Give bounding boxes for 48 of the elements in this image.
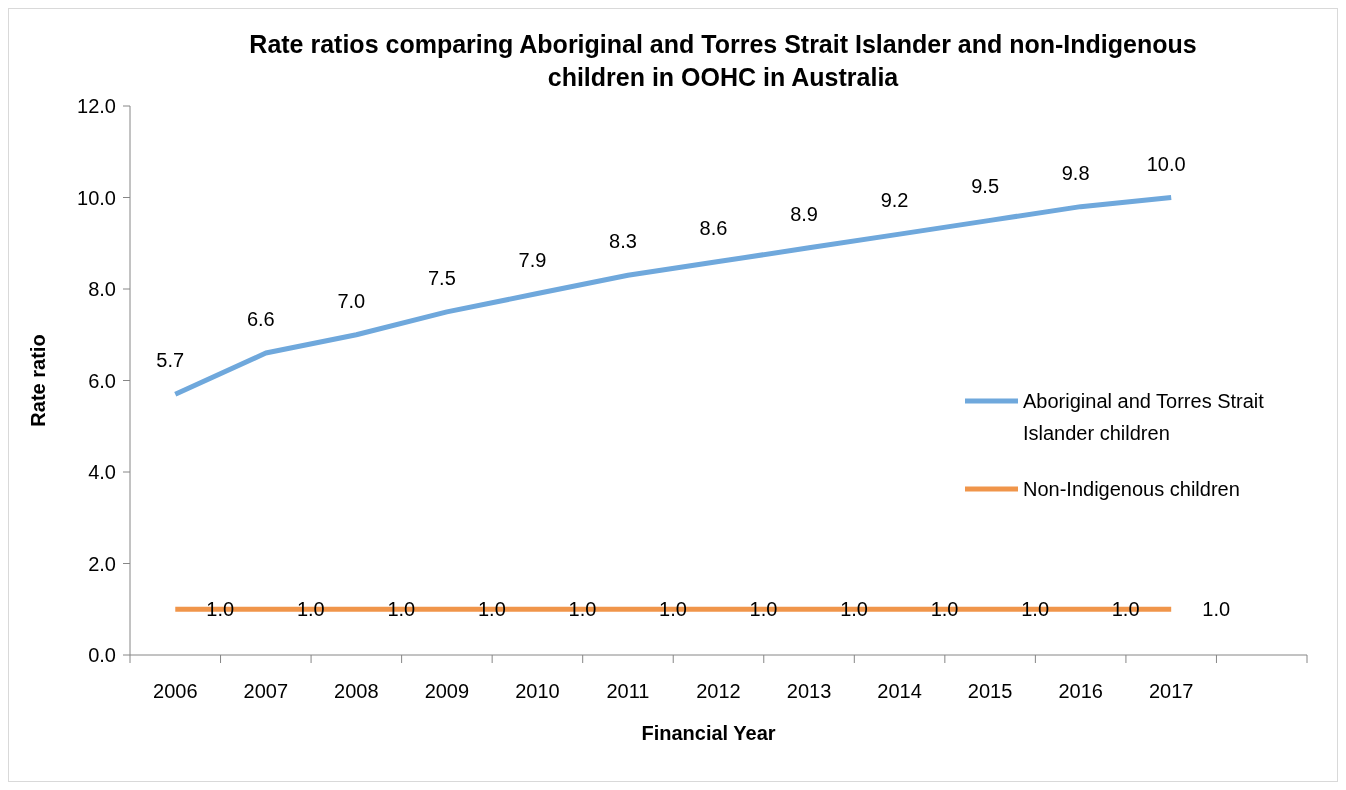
data-label: 1.0 [930, 598, 959, 621]
y-tick-label: 6.0 [88, 369, 116, 392]
data-label: 8.9 [790, 202, 818, 225]
data-label: 1.0 [1202, 598, 1231, 621]
data-label: 1.0 [568, 598, 597, 621]
data-label: 9.5 [971, 175, 1000, 198]
x-tick-label: 2014 [877, 680, 922, 702]
data-label: 1.0 [477, 598, 506, 621]
data-label: 9.8 [1061, 161, 1090, 184]
data-label: 9.2 [880, 189, 909, 212]
data-label: 1.0 [840, 598, 868, 621]
x-tick-label: 2006 [153, 680, 198, 702]
data-label: 1.0 [659, 598, 687, 621]
y-tick-label: 2.0 [88, 552, 116, 575]
x-tick-label: 2008 [334, 680, 379, 702]
data-label: 1.0 [1021, 598, 1050, 621]
data-label: 1.0 [1111, 598, 1140, 621]
data-label: 8.6 [699, 216, 728, 239]
y-tick-label: 0.0 [88, 644, 116, 666]
legend-label: Aboriginal and Torres Strait Islander children [1023, 390, 1265, 444]
data-label: 7.5 [427, 266, 456, 289]
x-tick-label: 2012 [696, 680, 741, 702]
chart-title: Rate ratios comparing Aboriginal and Torres Strait Islander and non-Indigenous children in OOHC in Australia [249, 30, 1197, 91]
y-axis-title: Rate ratio [27, 334, 49, 427]
y-tick-label: 12.0 [77, 95, 116, 117]
x-tick-label: 2017 [1148, 680, 1194, 702]
data-label: 1.0 [387, 598, 416, 621]
x-tick-label: 2007 [243, 680, 289, 702]
data-label: 7.9 [518, 248, 547, 271]
x-tick-label: 2016 [1058, 680, 1103, 702]
data-label: 7.0 [337, 289, 366, 312]
y-tick-label: 4.0 [88, 461, 116, 483]
legend-label: Non-Indigenous children [1023, 478, 1240, 500]
x-axis-title: Financial Year [641, 722, 776, 744]
data-label: 6.6 [246, 308, 275, 331]
x-tick-label: 2009 [424, 680, 470, 702]
data-label: 8.3 [609, 230, 637, 253]
x-tick-label: 2015 [967, 680, 1013, 702]
y-tick-label: 10.0 [77, 186, 116, 209]
data-label: 1.0 [206, 598, 235, 621]
x-tick-label: 2010 [515, 680, 560, 702]
x-tick-label: 2013 [786, 680, 832, 702]
data-label: 1.0 [749, 598, 778, 621]
data-label: 10.0 [1146, 152, 1186, 175]
data-label: 5.7 [156, 349, 185, 372]
y-tick-label: 8.0 [88, 278, 116, 300]
data-label: 1.0 [296, 598, 325, 621]
x-tick-label: 2011 [606, 680, 650, 702]
